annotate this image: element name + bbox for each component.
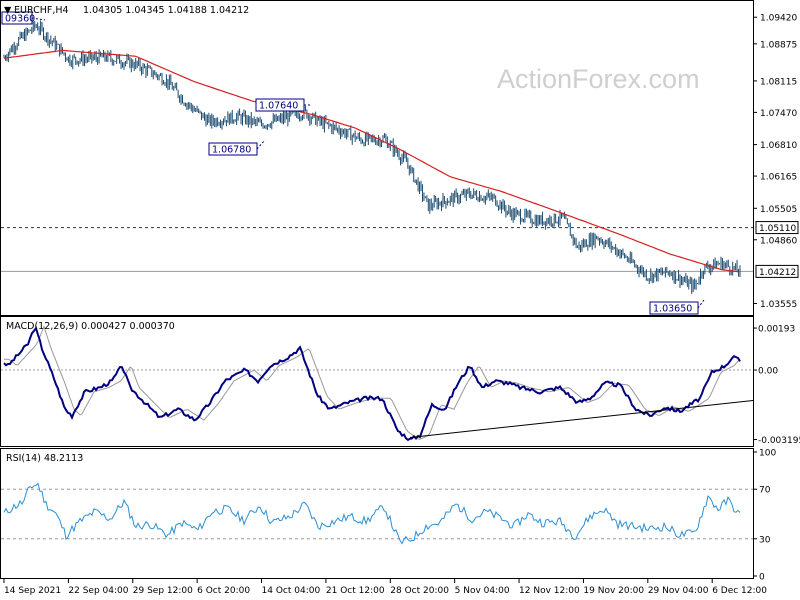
macd-trendline: [409, 399, 754, 438]
price-annotations: 09360 1.07640 1.06780 1.03650: [1, 11, 705, 315]
rsi-tick-label: 0: [759, 573, 765, 583]
macd-title: MACD(12,26,9) 0.000427 0.000370: [6, 321, 175, 332]
ohlc-values: 1.04305 1.04345 1.04188 1.04212: [83, 5, 249, 16]
symbol-label: EURCHF,H4: [14, 5, 69, 16]
price-level-box: [755, 264, 799, 278]
rsi-tick-label: 100: [759, 449, 776, 459]
time-tick-label: 19 Nov 20:00: [583, 586, 644, 596]
header: ▼ EURCHF,H4 1.04305 1.04345 1.04188 1.04…: [4, 5, 249, 16]
time-tick-label: 29 Sep 12:00: [133, 586, 193, 596]
price-panel: [0, 0, 754, 316]
price-tick-label: 1.05505: [760, 205, 797, 215]
macd-line: [3, 325, 741, 442]
rsi-tick-label: 30: [759, 535, 771, 545]
annotation-label: 09360: [5, 14, 35, 25]
annotation-label: 1.07640: [259, 101, 298, 112]
time-axis: 14 Sep 2021 22 Sep 04:00 29 Sep 12:00 6 Oct…: [3, 579, 767, 596]
time-tick-label: 21 Oct 12:00: [326, 586, 385, 596]
macd-tick-label: -0.003195: [758, 436, 800, 446]
price-tick-label: 1.08115: [760, 77, 797, 87]
price-level-box: [755, 221, 799, 235]
price-tick-label: 1.09420: [760, 14, 797, 24]
rsi-panel: [0, 448, 754, 579]
annotation-label: 1.03650: [653, 304, 692, 315]
rsi-line: [3, 482, 741, 545]
time-tick-label: 28 Oct 20:00: [390, 586, 449, 596]
annotation-label: 1.06780: [212, 145, 251, 156]
price-tick-label: 1.08875: [760, 40, 797, 50]
time-tick-label: 6 Oct 20:00: [197, 586, 250, 596]
price-level-label: 1.04212: [759, 268, 796, 278]
time-tick-label: 12 Nov 12:00: [519, 586, 580, 596]
watermark-text: ActionForex.com: [497, 64, 700, 94]
time-tick-label: 22 Sep 04:00: [68, 586, 128, 596]
time-tick-label: 29 Nov 04:00: [648, 586, 709, 596]
macd-tick-label: 0.00193: [758, 325, 795, 335]
macd-panel: [0, 316, 754, 447]
rsi-title: RSI(14) 48.2113: [6, 453, 83, 464]
time-tick-label: 14 Sep 2021: [4, 586, 61, 596]
price-tick-label: 1.06810: [760, 141, 797, 151]
time-tick-label: 6 Dec 12:00: [712, 586, 767, 596]
price-tick-label: 1.07470: [760, 109, 797, 119]
price-level-label: 1.05110: [759, 224, 796, 234]
price-tick-label: 1.04860: [760, 236, 797, 246]
macd-axis: 0.00193 0.00 -0.003195: [753, 325, 800, 446]
moving-average-line: [3, 49, 739, 273]
time-tick-label: 5 Nov 04:00: [455, 586, 510, 596]
chart-icon: ▼: [4, 5, 12, 16]
price-axis: 1.05110 1.04212 1.09420 1.08875 1.08115 1.074…: [753, 14, 799, 310]
price-levels: [1, 227, 753, 272]
price-tick-label: 1.06165: [760, 173, 797, 183]
time-tick-label: 14 Oct 04:00: [262, 586, 321, 596]
rsi-tick-label: 70: [759, 486, 771, 496]
rsi-levels: [1, 488, 753, 540]
annotation-connector: [697, 299, 705, 309]
price-tick-label: 1.03555: [760, 300, 797, 310]
rsi-axis: 100 70 30 0: [753, 449, 776, 583]
macd-tick-label: 0.00: [758, 367, 778, 377]
